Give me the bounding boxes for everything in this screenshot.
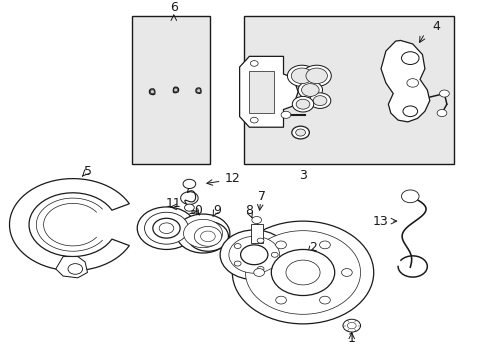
- Text: 1: 1: [347, 332, 355, 345]
- Polygon shape: [149, 89, 155, 95]
- Circle shape: [194, 226, 221, 246]
- Circle shape: [401, 52, 418, 64]
- Circle shape: [342, 319, 360, 332]
- Polygon shape: [249, 71, 273, 113]
- Circle shape: [240, 245, 267, 265]
- Circle shape: [153, 218, 180, 238]
- Circle shape: [183, 179, 195, 189]
- Circle shape: [281, 111, 290, 118]
- Circle shape: [346, 323, 355, 329]
- Circle shape: [291, 126, 309, 139]
- Text: 7: 7: [257, 190, 265, 203]
- Polygon shape: [150, 90, 154, 94]
- Circle shape: [305, 68, 327, 84]
- Circle shape: [292, 96, 313, 112]
- Circle shape: [298, 81, 322, 99]
- Circle shape: [296, 99, 309, 109]
- Circle shape: [341, 269, 351, 276]
- Circle shape: [250, 117, 258, 123]
- Circle shape: [251, 216, 261, 224]
- Text: 2: 2: [308, 241, 316, 254]
- Circle shape: [220, 230, 288, 280]
- Circle shape: [271, 249, 334, 296]
- Circle shape: [402, 106, 417, 117]
- Circle shape: [295, 129, 305, 136]
- Circle shape: [291, 68, 312, 84]
- Circle shape: [234, 261, 241, 266]
- Polygon shape: [196, 89, 200, 93]
- Polygon shape: [10, 179, 129, 271]
- Bar: [244, 15, 453, 165]
- Circle shape: [228, 237, 279, 273]
- Circle shape: [176, 214, 229, 253]
- Polygon shape: [239, 57, 298, 127]
- Circle shape: [144, 212, 188, 244]
- Circle shape: [439, 90, 448, 97]
- Circle shape: [159, 223, 173, 234]
- Circle shape: [234, 244, 241, 248]
- Circle shape: [200, 231, 215, 242]
- Text: 8: 8: [245, 204, 253, 217]
- Circle shape: [302, 65, 330, 86]
- Polygon shape: [173, 87, 178, 93]
- Circle shape: [257, 266, 264, 271]
- Text: 4: 4: [431, 20, 439, 33]
- Circle shape: [436, 109, 446, 117]
- Circle shape: [250, 60, 258, 66]
- Polygon shape: [56, 257, 87, 278]
- Bar: [132, 15, 210, 165]
- Circle shape: [275, 241, 286, 249]
- Circle shape: [68, 264, 82, 274]
- Polygon shape: [380, 40, 429, 122]
- Polygon shape: [173, 88, 178, 92]
- Text: 5: 5: [84, 165, 92, 178]
- Circle shape: [187, 221, 228, 251]
- Circle shape: [271, 252, 278, 257]
- Circle shape: [184, 204, 194, 211]
- Text: 12: 12: [224, 172, 240, 185]
- Circle shape: [285, 260, 320, 285]
- Circle shape: [275, 296, 286, 304]
- Circle shape: [319, 241, 330, 249]
- Circle shape: [232, 221, 373, 324]
- Circle shape: [253, 269, 264, 276]
- Circle shape: [313, 96, 326, 105]
- Circle shape: [406, 79, 418, 87]
- Circle shape: [137, 207, 195, 249]
- Circle shape: [257, 238, 264, 243]
- Circle shape: [245, 231, 360, 314]
- Circle shape: [301, 84, 319, 96]
- Circle shape: [319, 296, 330, 304]
- Circle shape: [401, 190, 418, 203]
- Text: 9: 9: [213, 204, 221, 217]
- Text: 13: 13: [372, 215, 387, 228]
- Text: 6: 6: [169, 1, 177, 14]
- Bar: [250, 224, 262, 243]
- Text: 10: 10: [187, 204, 203, 217]
- Text: 11: 11: [165, 197, 182, 210]
- Circle shape: [183, 219, 222, 248]
- Circle shape: [287, 65, 316, 86]
- Text: 3: 3: [299, 168, 306, 181]
- Circle shape: [309, 93, 330, 108]
- Polygon shape: [195, 88, 201, 93]
